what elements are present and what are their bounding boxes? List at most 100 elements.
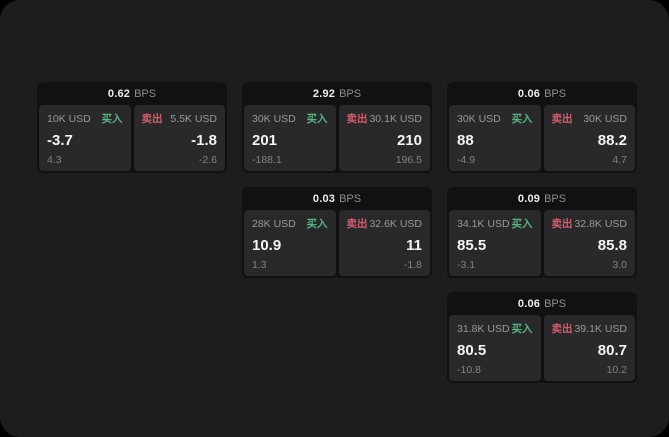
quote-card: 0.03 BPS 28K USD 买入 10.9 1.3 卖出 32.6K US… [242, 187, 432, 278]
sell-price: 11 [406, 237, 422, 255]
sell-panel[interactable]: 卖出 30K USD 88.2 4.7 [543, 105, 635, 171]
sell-panel-top: 卖出 39.1K USD [552, 321, 628, 336]
quote-card: 2.92 BPS 30K USD 买入 201 -188.1 卖出 30.1K … [242, 82, 432, 173]
bps-value: 0.06 [517, 87, 541, 100]
sell-panel-top: 卖出 30.1K USD [347, 111, 423, 126]
bps-suffix-label: BPS [544, 192, 567, 205]
buy-amount-label: 31.8K USD [457, 322, 510, 335]
bps-suffix-label: BPS [544, 297, 567, 310]
buy-price: 201 [252, 132, 278, 150]
bps-value: 0.03 [312, 192, 336, 205]
buy-price: 88 [457, 132, 474, 150]
bps-header: 0.06 BPS [447, 82, 637, 105]
buy-amount-label: 34.1K USD [457, 217, 510, 230]
sell-panel[interactable]: 卖出 39.1K USD 80.7 10.2 [543, 315, 635, 381]
buy-side-badge: 买入 [511, 113, 533, 125]
sell-side-badge: 卖出 [141, 113, 163, 125]
sell-panel[interactable]: 卖出 30.1K USD 210 196.5 [338, 105, 430, 171]
quote-card: 0.62 BPS 10K USD 买入 -3.7 4.3 卖出 5.5K USD… [37, 82, 227, 173]
sell-side-badge: 卖出 [551, 218, 573, 230]
buy-panel[interactable]: 28K USD 买入 10.9 1.3 [244, 210, 336, 276]
buy-panel[interactable]: 30K USD 买入 201 -188.1 [244, 105, 336, 171]
sell-price: -1.8 [191, 132, 217, 150]
buy-panel-top: 31.8K USD 买入 [457, 321, 533, 336]
sell-price: 85.8 [597, 237, 627, 255]
buy-amount-label: 28K USD [252, 217, 296, 230]
buy-panel[interactable]: 30K USD 买入 88 -4.9 [449, 105, 541, 171]
quote-panels: 30K USD 买入 88 -4.9 卖出 30K USD 88.2 4.7 [447, 105, 637, 173]
sell-amount-label: 30K USD [583, 112, 627, 125]
buy-side-badge: 买入 [306, 113, 328, 125]
buy-panel[interactable]: 10K USD 买入 -3.7 4.3 [39, 105, 131, 171]
sell-amount-label: 39.1K USD [574, 322, 627, 335]
buy-panel[interactable]: 34.1K USD 买入 85.5 -3.1 [449, 210, 541, 276]
buy-price: 85.5 [457, 237, 487, 255]
sell-sub-value: 10.2 [606, 363, 627, 376]
buy-panel-top: 34.1K USD 买入 [457, 216, 533, 231]
quote-card: 0.06 BPS 31.8K USD 买入 80.5 -10.8 卖出 39.1… [447, 292, 637, 383]
quote-card: 0.06 BPS 30K USD 买入 88 -4.9 卖出 30K USD 8… [447, 82, 637, 173]
bps-header: 0.03 BPS [242, 187, 432, 210]
sell-sub-value: -2.6 [198, 153, 217, 166]
cards-grid: 0.62 BPS 10K USD 买入 -3.7 4.3 卖出 5.5K USD… [37, 82, 637, 383]
bps-suffix-label: BPS [134, 87, 157, 100]
buy-amount-label: 30K USD [252, 112, 296, 125]
sell-panel-top: 卖出 32.8K USD [552, 216, 628, 231]
quote-panels: 31.8K USD 买入 80.5 -10.8 卖出 39.1K USD 80.… [447, 315, 637, 383]
sell-panel-top: 卖出 32.6K USD [347, 216, 423, 231]
buy-sub-value: -188.1 [252, 153, 282, 166]
sell-side-badge: 卖出 [551, 323, 573, 335]
sell-panel-top: 卖出 5.5K USD [142, 111, 218, 126]
bps-header: 0.06 BPS [447, 292, 637, 315]
sell-panel[interactable]: 卖出 5.5K USD -1.8 -2.6 [133, 105, 225, 171]
buy-sub-value: 1.3 [252, 258, 267, 271]
quote-panels: 28K USD 买入 10.9 1.3 卖出 32.6K USD 11 -1.8 [242, 210, 432, 278]
bps-value: 0.06 [517, 297, 541, 310]
buy-amount-label: 30K USD [457, 112, 501, 125]
buy-panel-top: 28K USD 买入 [252, 216, 328, 231]
buy-sub-value: 4.3 [47, 153, 62, 166]
buy-panel[interactable]: 31.8K USD 买入 80.5 -10.8 [449, 315, 541, 381]
sell-amount-label: 32.8K USD [574, 217, 627, 230]
sell-amount-label: 32.6K USD [369, 217, 422, 230]
bps-value: 0.62 [107, 87, 131, 100]
bps-value: 2.92 [312, 87, 336, 100]
buy-side-badge: 买入 [101, 113, 123, 125]
buy-panel-top: 10K USD 买入 [47, 111, 123, 126]
sell-sub-value: 4.7 [612, 153, 627, 166]
buy-side-badge: 买入 [511, 218, 533, 230]
sell-amount-label: 30.1K USD [369, 112, 422, 125]
buy-side-badge: 买入 [511, 323, 533, 335]
buy-panel-top: 30K USD 买入 [457, 111, 533, 126]
quote-panels: 34.1K USD 买入 85.5 -3.1 卖出 32.8K USD 85.8… [447, 210, 637, 278]
sell-panel-top: 卖出 30K USD [552, 111, 628, 126]
bps-suffix-label: BPS [544, 87, 567, 100]
buy-sub-value: -3.1 [457, 258, 476, 271]
sell-panel[interactable]: 卖出 32.8K USD 85.8 3.0 [543, 210, 635, 276]
bps-suffix-label: BPS [339, 87, 362, 100]
bps-value: 0.09 [517, 192, 541, 205]
quote-panels: 10K USD 买入 -3.7 4.3 卖出 5.5K USD -1.8 -2.… [37, 105, 227, 173]
sell-price: 80.7 [597, 342, 627, 360]
buy-panel-top: 30K USD 买入 [252, 111, 328, 126]
buy-side-badge: 买入 [306, 218, 328, 230]
bps-header: 0.09 BPS [447, 187, 637, 210]
sell-side-badge: 卖出 [551, 113, 573, 125]
sell-sub-value: -1.8 [403, 258, 422, 271]
sell-price: 88.2 [597, 132, 627, 150]
buy-price: -3.7 [47, 132, 73, 150]
quote-card: 0.09 BPS 34.1K USD 买入 85.5 -3.1 卖出 32.8K… [447, 187, 637, 278]
sell-sub-value: 3.0 [612, 258, 627, 271]
buy-amount-label: 10K USD [47, 112, 91, 125]
buy-sub-value: -10.8 [457, 363, 481, 376]
quote-panels: 30K USD 买入 201 -188.1 卖出 30.1K USD 210 1… [242, 105, 432, 173]
buy-sub-value: -4.9 [457, 153, 476, 166]
sell-price: 210 [396, 132, 422, 150]
sell-side-badge: 卖出 [346, 113, 368, 125]
sell-sub-value: 196.5 [395, 153, 422, 166]
sell-side-badge: 卖出 [346, 218, 368, 230]
sell-panel[interactable]: 卖出 32.6K USD 11 -1.8 [338, 210, 430, 276]
bps-suffix-label: BPS [339, 192, 362, 205]
buy-price: 10.9 [252, 237, 282, 255]
